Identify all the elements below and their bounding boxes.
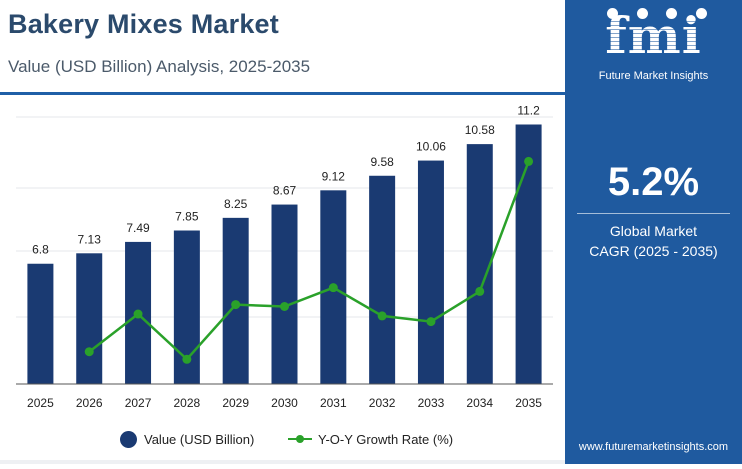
bar-label-2035: 11.2 (517, 103, 540, 117)
growth-point-2035 (524, 156, 534, 166)
x-tick-2034: 2034 (466, 396, 493, 410)
chart-area: 6.8 2025 7.13 2026 7.49 2027 7.85 2028 8.25 2029 8… (0, 95, 565, 464)
growth-point-2032 (377, 311, 387, 321)
legend-line-swatch (288, 435, 312, 443)
logo-icons (607, 8, 707, 22)
x-tick-2030: 2030 (271, 396, 298, 410)
x-tick-2032: 2032 (369, 396, 396, 410)
bar-2030 (271, 204, 298, 384)
x-tick-2027: 2027 (125, 396, 152, 410)
legend-label-growth: Y-O-Y Growth Rate (%) (318, 431, 454, 447)
growth-line (88, 160, 530, 362)
chart-subtitle: Value (USD Billion) Analysis, 2025-2035 (8, 57, 311, 76)
x-tick-2029: 2029 (222, 396, 249, 410)
chart-header: Bakery Mixes Market Value (USD Billion) … (0, 0, 565, 92)
brand-name: Future Market Insights (598, 70, 709, 82)
bar-label-2030: 8.67 (273, 184, 297, 198)
bar-label-2026: 7.13 (78, 232, 102, 246)
bar-label-2031: 9.12 (322, 169, 346, 183)
x-tick-2025: 2025 (27, 396, 54, 410)
growth-point-2026 (84, 347, 94, 357)
x-tick-2031: 2031 (320, 396, 347, 410)
bottom-rule (0, 460, 565, 464)
bar-label-2034: 10.58 (465, 123, 495, 137)
x-tick-2026: 2026 (76, 396, 103, 410)
bar-label-2027: 7.49 (126, 221, 150, 235)
bar-2026 (76, 253, 103, 384)
logo-icon-2 (636, 8, 648, 19)
bar-label-2029: 8.25 (224, 197, 248, 211)
bar-2035 (515, 124, 542, 385)
cagr-label-line2: CAGR (2025 - 2035) (589, 243, 718, 259)
x-tick-2033: 2033 (418, 396, 445, 410)
bar-2032 (369, 175, 396, 384)
growth-point-2030 (280, 302, 289, 311)
growth-point-2027 (133, 309, 143, 319)
chart-title: Bakery Mixes Market (8, 9, 279, 39)
x-tick-2028: 2028 (174, 396, 201, 410)
legend-label-value: Value (USD Billion) (144, 431, 255, 447)
bar-2025 (27, 263, 54, 384)
bar-label-2028: 7.85 (175, 210, 199, 224)
cagr-value: 5.2% (607, 160, 700, 204)
logo-icon-4 (695, 8, 707, 19)
bar-label-2025: 6.8 (32, 243, 49, 257)
growth-point-2033 (426, 317, 436, 327)
x-tick-2035: 2035 (515, 396, 542, 410)
legend-item-value: Value (USD Billion) (120, 426, 254, 452)
cagr-label-line1: Global Market (609, 223, 698, 239)
growth-point-2034 (475, 286, 485, 296)
logo-stripes (587, 18, 717, 68)
growth-point-2028 (182, 354, 192, 364)
website-url[interactable]: www.futuremarketinsights.com (578, 441, 729, 453)
growth-point-2029 (231, 300, 241, 310)
legend-item-growth: Y-O-Y Growth Rate (%) (288, 426, 453, 452)
bar-2034 (466, 144, 493, 384)
logo-icon-3 (666, 8, 678, 19)
bar-label-2033: 10.06 (416, 140, 446, 154)
cagr-divider (577, 213, 730, 214)
logo-icon-1 (607, 8, 618, 19)
brand-panel: fmi Future Market Insights 5.2% Global M… (565, 0, 742, 464)
growth-point-2031 (328, 283, 338, 293)
bar-line-chart: 6.8 2025 7.13 2026 7.49 2027 7.85 2028 8.25 2029 8… (16, 103, 553, 410)
bar-2033 (417, 160, 444, 384)
legend: Value (USD Billion) Y-O-Y Growth Rate (%… (0, 426, 565, 452)
header-divider (0, 92, 565, 95)
legend-bar-swatch (120, 430, 137, 448)
bar-label-2032: 9.58 (370, 155, 394, 169)
